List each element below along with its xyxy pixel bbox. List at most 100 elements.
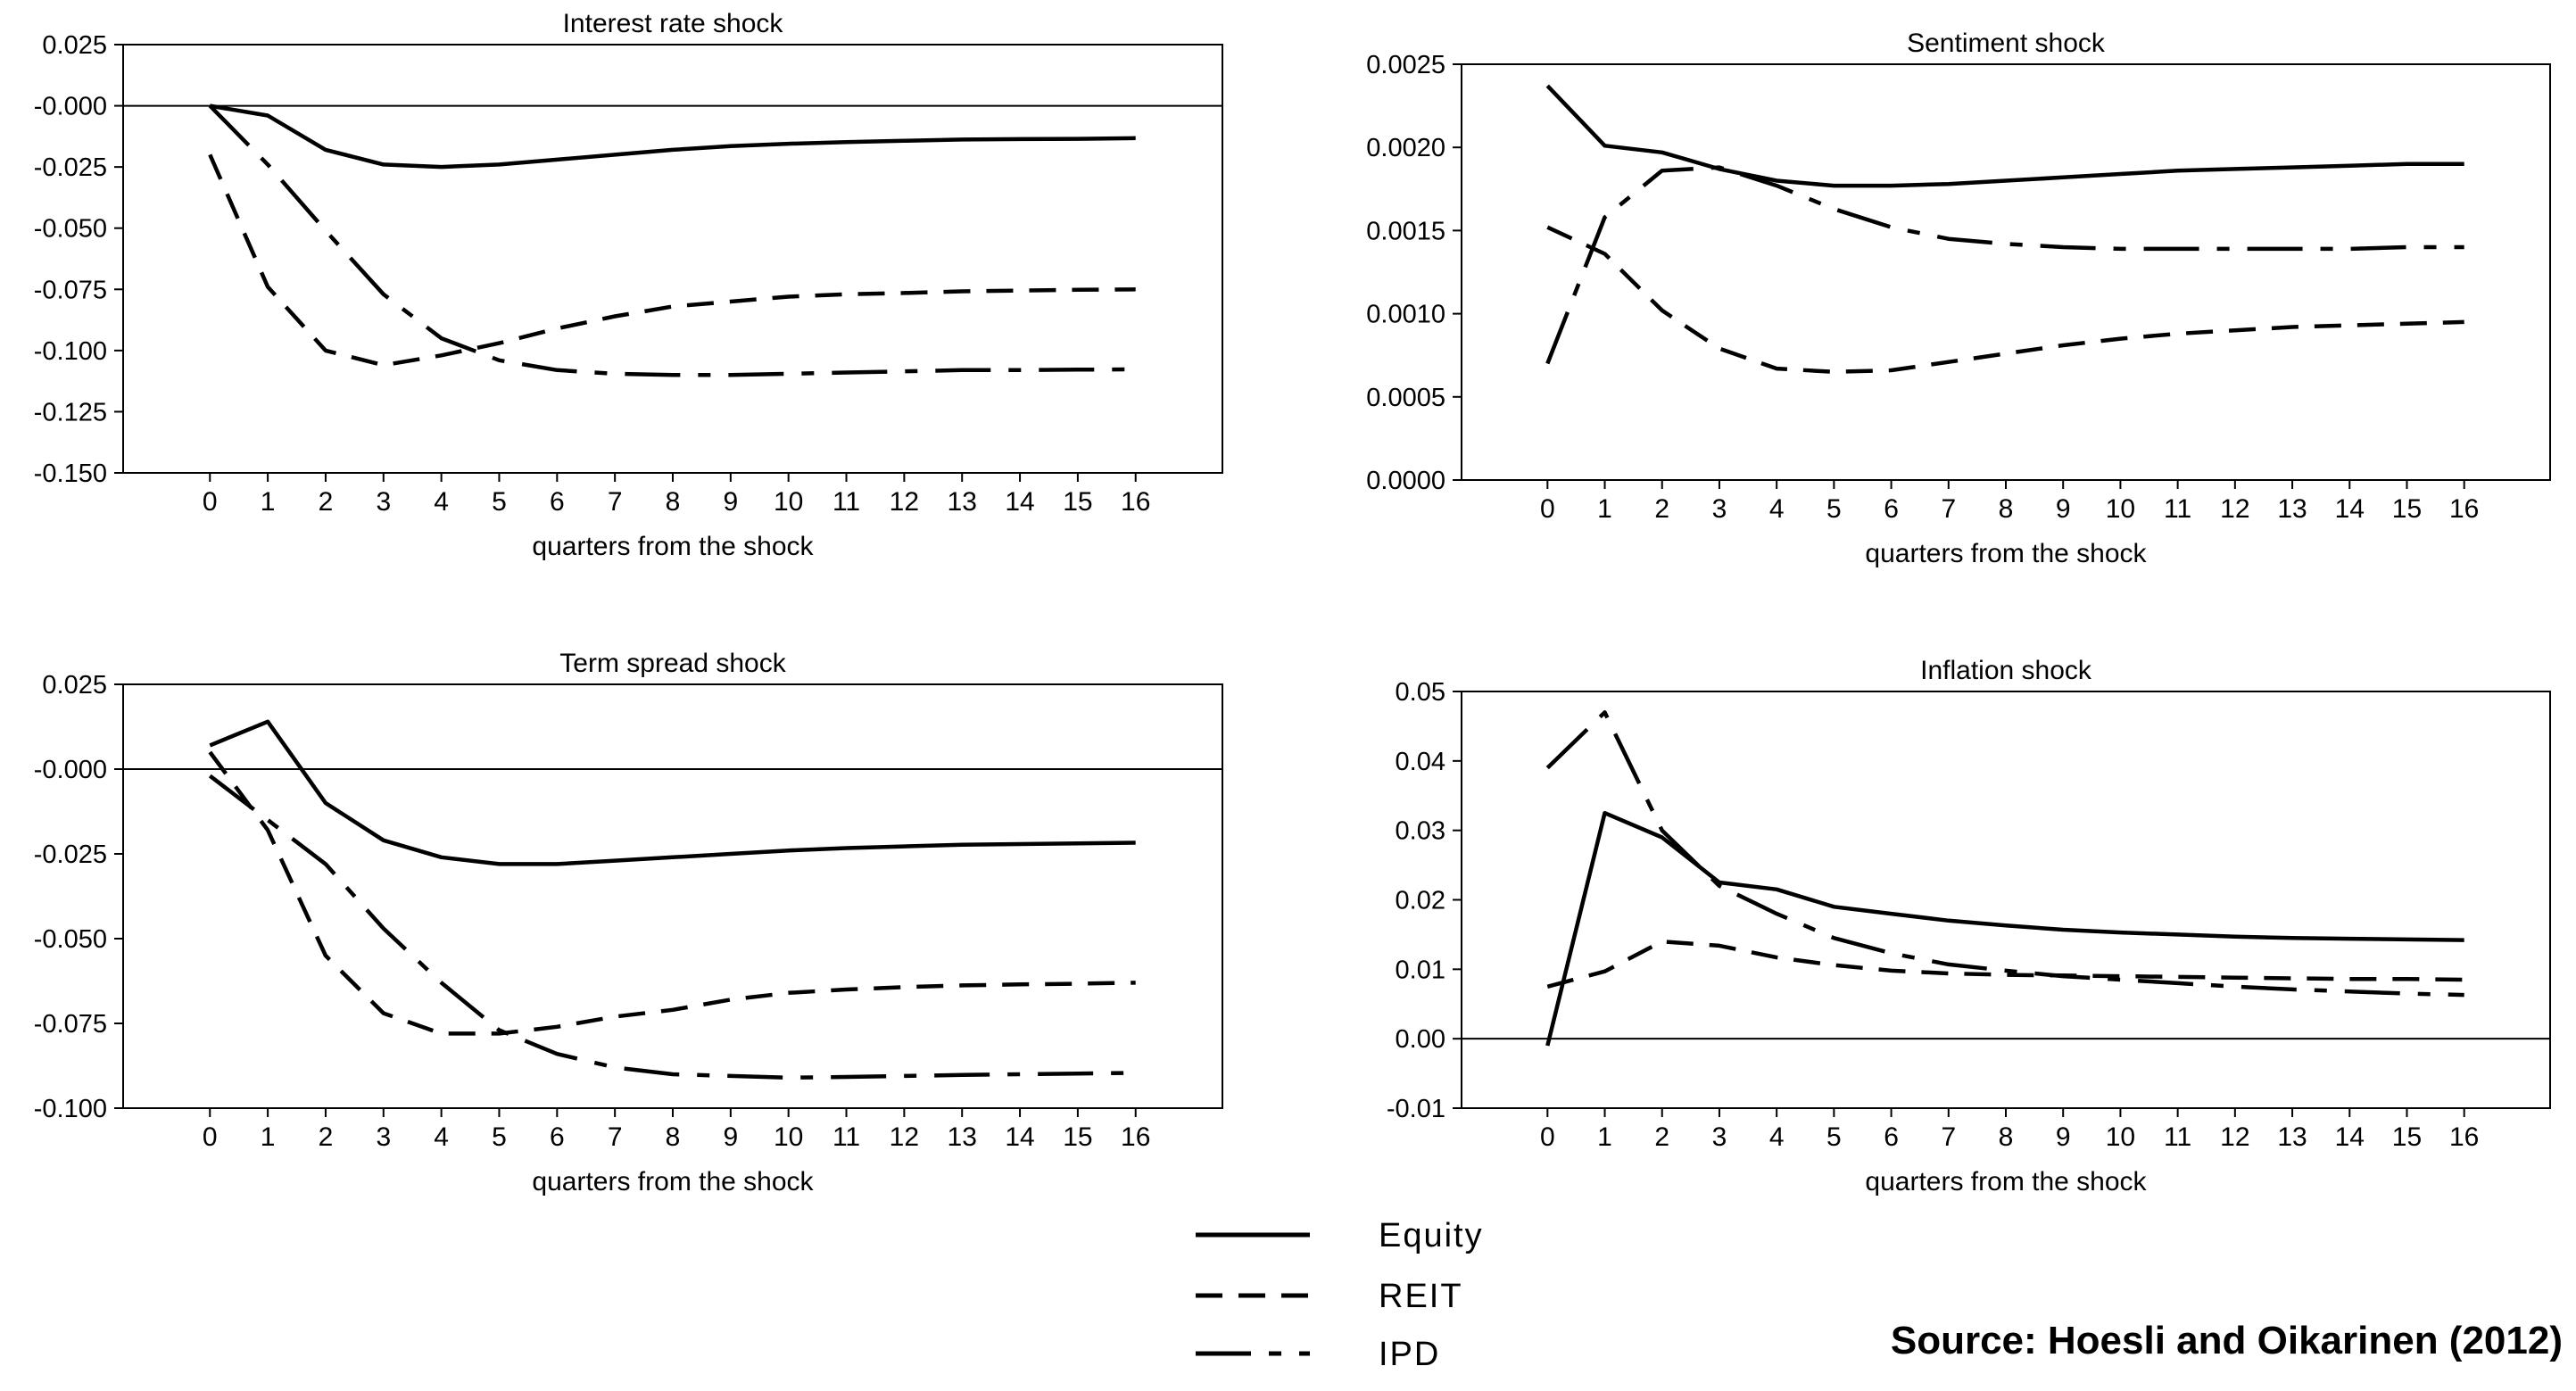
y-tick-label: 0.025: [42, 31, 107, 60]
x-tick-label: 9: [2056, 1122, 2071, 1152]
y-tick-label: -0.050: [34, 215, 107, 244]
x-axis-label: quarters from the shock: [532, 1167, 814, 1196]
x-tick-label: 12: [2220, 494, 2249, 524]
panel-sentiment: Sentiment shock 0.0025 0.0020 0.0015 0.0010 0…: [1366, 29, 2551, 568]
chart-title: Inflation shock: [1920, 656, 2092, 685]
x-tick-label: 1: [1597, 494, 1612, 524]
x-tick-label: 10: [774, 487, 803, 517]
x-tick-label: 9: [723, 1122, 738, 1152]
x-tick-label: 1: [261, 1122, 276, 1152]
x-tick-label: 14: [2335, 494, 2365, 524]
x-axis-label: quarters from the shock: [532, 532, 814, 561]
x-tick-label: 2: [319, 487, 334, 517]
source-note: Source: Hoesli and Oikarinen (2012): [1891, 1319, 2563, 1362]
x-tick-label: 3: [1712, 494, 1727, 524]
y-tick-label: 0.02: [1396, 887, 1445, 915]
x-tick-label: 5: [1826, 1122, 1842, 1152]
x-tick-label: 15: [1063, 1122, 1092, 1152]
x-tick-label: 13: [948, 1122, 977, 1152]
legend-label-equity: Equity: [1379, 1217, 1484, 1254]
series-line-ipd: [1545, 710, 2464, 998]
series-line-equity: [209, 103, 1136, 170]
panel-interest-rate: Interest rate shock 0.025 -0.000 -0.025 -0.0…: [34, 9, 1223, 561]
x-tick-label: 15: [2392, 494, 2422, 524]
y-tick-label: 0.0010: [1366, 301, 1445, 329]
x-tick-label: 13: [2277, 1122, 2307, 1152]
x-tick-label: 11: [2164, 494, 2191, 524]
x-tick-label: 3: [376, 1122, 391, 1152]
panel-term-spread: Term spread shock 0.025 -0.000 -0.025 -0.050…: [34, 649, 1223, 1196]
x-tick-label: 5: [1826, 494, 1842, 524]
x-tick-label: 12: [890, 1122, 919, 1152]
y-tick-label: 0.00: [1396, 1025, 1445, 1054]
x-tick-label: 13: [948, 487, 977, 517]
x-tick-label: 2: [1654, 494, 1669, 524]
x-tick-label: 10: [2106, 1122, 2135, 1152]
x-tick-label: 16: [1121, 1122, 1150, 1152]
y-tick-label: 0.0005: [1366, 384, 1445, 412]
x-tick-label: 1: [261, 487, 276, 517]
y-tick-label: -0.01: [1387, 1095, 1445, 1123]
x-tick-label: 7: [608, 1122, 623, 1152]
y-tick-label: -0.050: [34, 925, 107, 954]
y-tick-label: -0.150: [34, 460, 107, 488]
chart-title: Term spread shock: [559, 649, 786, 678]
y-tick-label: -0.125: [34, 398, 107, 426]
x-tick-label: 14: [1005, 1122, 1034, 1152]
y-tick-label: 0.05: [1396, 678, 1445, 707]
x-tick-label: 16: [2449, 494, 2479, 524]
x-tick-label: 4: [434, 487, 449, 517]
series-line-ipd: [1545, 165, 2464, 365]
series-line-reit: [208, 153, 1136, 368]
y-tick-label: -0.025: [34, 840, 107, 869]
y-tick-label: 0.0025: [1366, 51, 1445, 79]
x-tick-label: 7: [1941, 1122, 1956, 1152]
y-tick-label: 0.0020: [1366, 134, 1445, 162]
x-tick-label: 6: [550, 487, 565, 517]
chart-title: Interest rate shock: [563, 9, 784, 38]
x-tick-label: 7: [608, 487, 623, 517]
series-line-reit: [1546, 225, 2464, 375]
y-tick-label: 0.03: [1396, 817, 1445, 846]
x-tick-label: 5: [492, 1122, 507, 1152]
x-tick-label: 2: [319, 1122, 334, 1152]
x-tick-label: 15: [2392, 1122, 2422, 1152]
x-tick-label: 3: [1712, 1122, 1727, 1152]
x-tick-label: 12: [890, 487, 919, 517]
series-line-equity: [1545, 84, 2464, 188]
series-line-ipd: [208, 104, 1136, 377]
x-tick-label: 11: [832, 487, 860, 517]
x-tick-label: 16: [2449, 1122, 2479, 1152]
x-tick-label: 15: [1063, 487, 1092, 517]
series-line-ipd: [208, 774, 1136, 1081]
panel-inflation: Inflation shock 0.05 0.04 0.03 0.02 0.01 0.00 -…: [1387, 656, 2551, 1196]
y-tick-label: -0.025: [34, 153, 107, 182]
legend: Equity REIT IPD: [1196, 1217, 1484, 1373]
x-tick-label: 0: [1540, 494, 1555, 524]
x-tick-label: 0: [1540, 1122, 1555, 1152]
x-tick-label: 6: [550, 1122, 565, 1152]
x-tick-label: 10: [774, 1122, 803, 1152]
x-tick-label: 7: [1941, 494, 1956, 524]
x-tick-label: 11: [2164, 1122, 2191, 1152]
legend-label-ipd: IPD: [1379, 1336, 1440, 1373]
chart-title: Sentiment shock: [1907, 29, 2106, 58]
x-tick-label: 4: [1769, 494, 1785, 524]
series-line-equity: [209, 719, 1136, 866]
x-tick-label: 9: [723, 487, 738, 517]
y-tick-label: -0.100: [34, 1095, 107, 1123]
x-tick-label: 0: [203, 1122, 218, 1152]
y-tick-label: 0.0015: [1366, 217, 1445, 245]
plot-frame: [122, 44, 1223, 474]
x-tick-label: 9: [2056, 494, 2071, 524]
x-tick-label: 14: [1005, 487, 1034, 517]
x-tick-label: 8: [666, 487, 681, 517]
x-tick-label: 13: [2277, 494, 2307, 524]
x-tick-label: 3: [376, 487, 391, 517]
x-tick-label: 16: [1121, 487, 1150, 517]
x-tick-label: 14: [2335, 1122, 2365, 1152]
x-tick-label: 1: [1597, 1122, 1612, 1152]
x-tick-label: 11: [832, 1122, 860, 1152]
